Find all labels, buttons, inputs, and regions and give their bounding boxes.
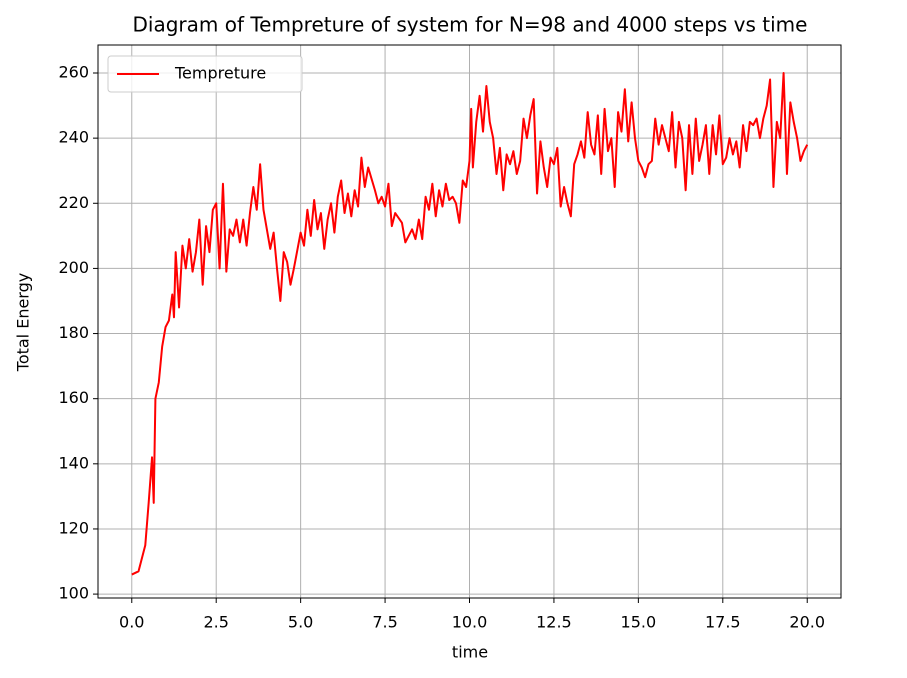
y-tick-label: 100 — [58, 584, 89, 603]
x-tick-label: 7.5 — [372, 613, 397, 632]
y-tick-label: 180 — [58, 323, 89, 342]
legend-label: Tempreture — [174, 64, 266, 83]
y-tick-label: 220 — [58, 193, 89, 212]
y-axis-label: Total Energy — [14, 273, 33, 372]
legend-box — [107, 55, 303, 93]
x-tick-label: 5.0 — [288, 613, 313, 632]
y-tick-label: 160 — [58, 388, 89, 407]
chart-title: Diagram of Tempreture of system for N=98… — [133, 13, 808, 37]
plot-frame — [97, 44, 842, 599]
x-tick-label: 17.5 — [705, 613, 741, 632]
x-tick-label: 2.5 — [203, 613, 228, 632]
y-tick-label: 240 — [58, 128, 89, 147]
y-tick-label: 260 — [58, 63, 89, 82]
y-tick-label: 200 — [58, 258, 89, 277]
x-tick-label: 10.0 — [452, 613, 488, 632]
x-axis-label: time — [452, 643, 488, 662]
x-tick-label: 0.0 — [119, 613, 144, 632]
data-line — [131, 72, 809, 576]
x-tick-label: 15.0 — [621, 613, 657, 632]
y-tick-label: 120 — [58, 518, 89, 537]
x-tick-label: 12.5 — [536, 613, 572, 632]
x-tick-label: 20.0 — [789, 613, 825, 632]
y-tick-label: 140 — [58, 453, 89, 472]
